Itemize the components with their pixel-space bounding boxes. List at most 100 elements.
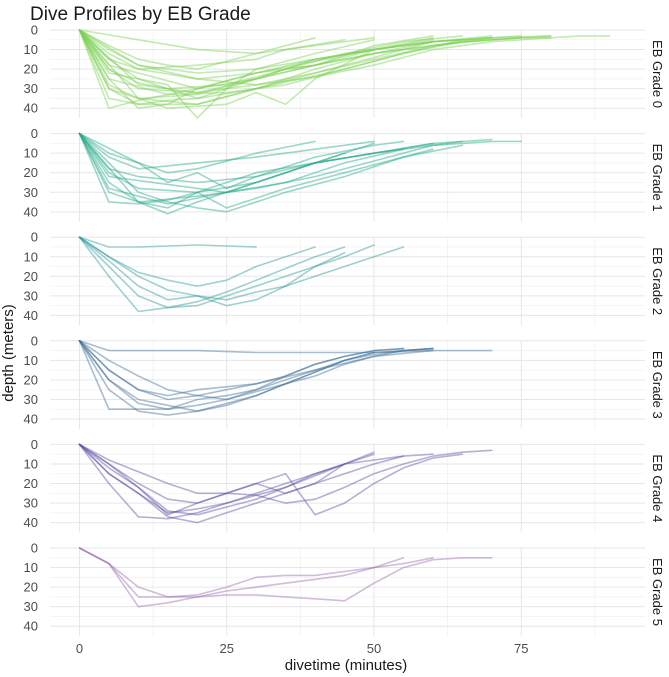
dive-line-g3-2 xyxy=(78,339,434,411)
strip-label: EB Grade 2 xyxy=(650,247,665,315)
dive-line-g1-4 xyxy=(78,132,405,190)
y-tick-label: 30 xyxy=(24,599,38,614)
y-tick-label: 10 xyxy=(24,249,38,264)
dive-line-g0-5 xyxy=(78,29,434,100)
y-tick-label: 10 xyxy=(24,560,38,575)
y-tick-label: 10 xyxy=(24,42,38,57)
dive-line-g5-3 xyxy=(78,547,434,598)
y-tick-label: 0 xyxy=(31,541,38,556)
dive-line-g4-3 xyxy=(78,443,375,520)
y-tick-label: 40 xyxy=(24,308,38,323)
dive-line-g2-1 xyxy=(78,236,405,301)
dive-line-g4-4 xyxy=(78,443,493,504)
dive-line-g1-6 xyxy=(78,132,434,209)
y-tick-label: 30 xyxy=(24,185,38,200)
y-tick-label: 30 xyxy=(24,81,38,96)
x-tick-label: 50 xyxy=(367,641,381,656)
dive-line-g1-11 xyxy=(78,132,405,194)
y-axis-label: depth (meters) xyxy=(0,304,17,402)
y-tick-label: 20 xyxy=(24,62,38,77)
dive-line-g1-7 xyxy=(78,132,434,184)
strip-label: EB Grade 3 xyxy=(650,351,665,419)
dive-line-g0-4 xyxy=(78,29,464,90)
panel-5: 0 10 20 30 40 EB Grade 5 xyxy=(24,541,665,636)
x-axis-label: divetime (minutes) xyxy=(285,657,408,674)
dive-line-g4-7 xyxy=(78,443,434,504)
dive-line-g1-3 xyxy=(78,132,375,194)
x-tick-label: 75 xyxy=(514,641,528,656)
y-tick-label: 40 xyxy=(24,101,38,116)
y-tick-label: 40 xyxy=(24,619,38,634)
dive-line-g1-1 xyxy=(78,132,493,215)
dive-line-g0-15 xyxy=(78,29,434,90)
y-tick-label: 0 xyxy=(31,126,38,141)
panel-2: 0 10 20 30 40 EB Grade 2 xyxy=(24,230,665,326)
dive-line-g2-6 xyxy=(78,236,346,307)
dive-line-g1-5 xyxy=(78,132,316,174)
panel-4: 0 10 20 30 40 EB Grade 4 xyxy=(24,437,665,533)
dive-line-g3-8 xyxy=(78,339,434,397)
dive-line-g3-4 xyxy=(78,339,493,354)
y-tick-label: 30 xyxy=(24,496,38,511)
y-tick-label: 30 xyxy=(24,288,38,303)
dive-line-g0-3 xyxy=(78,29,493,94)
dive-line-g0-19 xyxy=(78,29,346,70)
dive-line-g2-3 xyxy=(78,236,346,313)
dive-line-g0-9 xyxy=(78,29,316,70)
y-tick-label: 30 xyxy=(24,392,38,407)
y-tick-label: 10 xyxy=(24,456,38,471)
dive-line-g3-5 xyxy=(78,339,405,411)
chart-title: Dive Profiles by EB Grade xyxy=(30,4,251,25)
dive-line-g1-9 xyxy=(78,132,375,170)
dive-line-g0-20 xyxy=(78,29,493,100)
strip-label: EB Grade 4 xyxy=(650,454,665,522)
x-axis-ticks: 0 25 50 75 xyxy=(76,641,529,656)
dive-line-g0-10 xyxy=(78,29,552,86)
y-tick-label: 0 xyxy=(31,23,38,38)
y-tick-label: 20 xyxy=(24,372,38,387)
dive-line-g3-1 xyxy=(78,339,405,401)
dive-line-g3-6 xyxy=(78,339,434,401)
dive-line-g0-14 xyxy=(78,29,375,55)
dive-line-g4-1 xyxy=(78,443,405,514)
dive-line-g0-16 xyxy=(78,29,523,96)
dive-line-g0-11 xyxy=(78,29,375,109)
dive-line-g2-5 xyxy=(78,236,316,287)
y-tick-label: 40 xyxy=(24,204,38,219)
y-tick-label: 40 xyxy=(24,515,38,530)
dive-line-g1-2 xyxy=(78,132,523,205)
panel-0: 0 10 20 30 40 EB Grade 0 xyxy=(24,23,665,119)
panel-1: 0 10 20 30 40 EB Grade 1 xyxy=(24,126,665,222)
dive-line-g1-8 xyxy=(78,132,464,213)
strip-label: EB Grade 0 xyxy=(650,40,665,108)
dive-line-g0-17 xyxy=(78,29,434,109)
dive-line-g4-6 xyxy=(78,443,346,524)
dive-line-g5-1 xyxy=(78,547,405,608)
dive-line-g0-12 xyxy=(78,29,523,80)
y-tick-label: 20 xyxy=(24,580,38,595)
strip-label: EB Grade 1 xyxy=(650,144,665,212)
dive-line-g4-5 xyxy=(78,443,464,516)
dive-line-g1-10 xyxy=(78,132,346,205)
y-tick-label: 10 xyxy=(24,353,38,368)
dive-line-g0-18 xyxy=(78,29,434,94)
dive-line-g1-12 xyxy=(78,132,464,203)
dive-line-g0-6 xyxy=(78,29,552,119)
dive-line-g2-2 xyxy=(78,236,375,309)
y-tick-label: 20 xyxy=(24,165,38,180)
dive-line-g0-1 xyxy=(78,29,611,106)
dive-line-g0-13 xyxy=(78,29,464,106)
y-tick-label: 20 xyxy=(24,269,38,284)
dive-line-g3-7 xyxy=(78,339,375,413)
y-tick-label: 0 xyxy=(31,230,38,245)
y-tick-label: 40 xyxy=(24,412,38,427)
dive-line-g2-4 xyxy=(78,236,258,248)
y-tick-label: 0 xyxy=(31,333,38,348)
y-tick-label: 10 xyxy=(24,146,38,161)
panels: 0 10 20 30 40 EB Grade 0 0 10 20 30 40 EB Grade 1 0 1… xyxy=(24,23,665,636)
x-tick-label: 0 xyxy=(76,641,83,656)
y-tick-label: 0 xyxy=(31,437,38,452)
x-tick-label: 25 xyxy=(219,641,233,656)
dive-line-g3-3 xyxy=(78,339,434,416)
